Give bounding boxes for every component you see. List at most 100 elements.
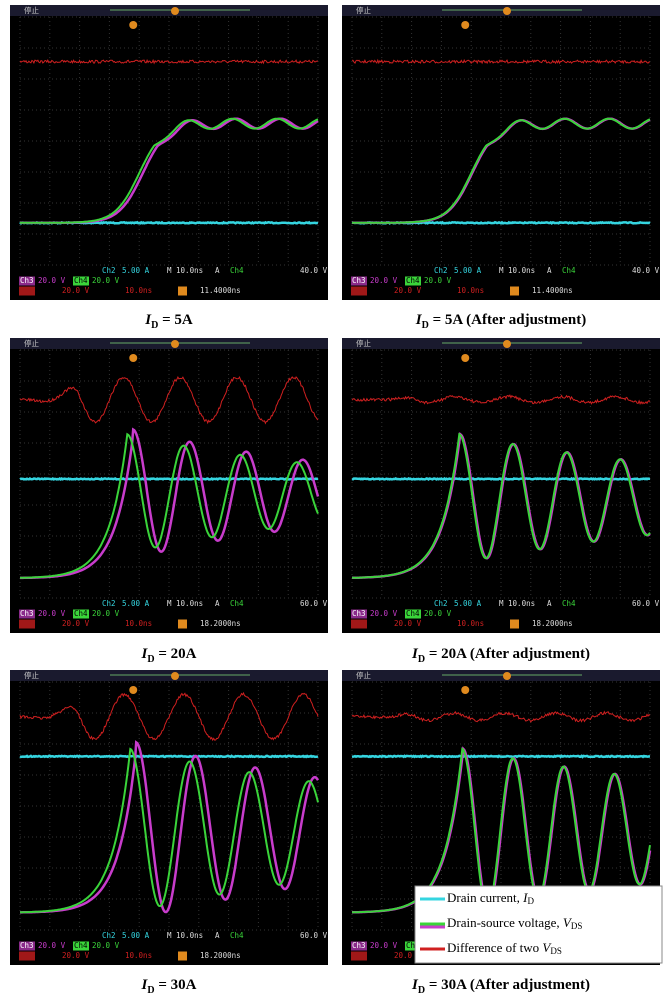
math-tag xyxy=(19,952,35,961)
trigger-channel: Ch4 xyxy=(562,599,576,608)
ch4-label: Ch4 xyxy=(74,609,88,618)
ch4-label: Ch4 xyxy=(74,941,88,950)
drain-current-trace xyxy=(352,756,650,757)
horizontal-position: 18.2000ns xyxy=(200,619,241,628)
status-text: 停止 xyxy=(356,670,371,680)
panel-caption: ID = 5A (After adjustment) xyxy=(336,312,665,331)
status-text: 停止 xyxy=(24,5,39,15)
caption-subscript: D xyxy=(422,320,429,331)
math-tag xyxy=(351,952,367,961)
drain-current-trace xyxy=(352,479,650,480)
position-tag xyxy=(510,620,519,629)
horizontal-position: 11.4000ns xyxy=(532,286,573,295)
ch2-scale: 5.00 A xyxy=(122,931,150,940)
caption-text: = 20A xyxy=(155,646,197,662)
ch2-label: Ch2 xyxy=(102,931,116,940)
math-scale: 20.0 V xyxy=(62,619,90,628)
ch3-label: Ch3 xyxy=(352,941,366,950)
ch3-scale: 20.0 V xyxy=(38,609,66,618)
ch2-scale: 5.00 A xyxy=(454,599,482,608)
trigger-level: 40.0 V xyxy=(300,266,328,275)
trigger-marker xyxy=(503,672,511,680)
ch4-scale: 20.0 V xyxy=(92,276,120,285)
legend-text: Difference of two xyxy=(447,940,542,955)
legend-entry: Difference of two VDS xyxy=(447,940,562,956)
status-text: 停止 xyxy=(24,338,39,348)
trigger-marker xyxy=(503,340,511,348)
trigger-channel: Ch4 xyxy=(230,266,244,275)
caption-subscript: D xyxy=(418,654,425,665)
legend-text: Drain-source voltage, xyxy=(447,915,563,930)
position-tag xyxy=(510,287,519,296)
math-tag xyxy=(19,287,35,296)
caption-text: = 30A (After adjustment) xyxy=(425,977,590,993)
ch3-scale: 20.0 V xyxy=(370,941,398,950)
status-text: 停止 xyxy=(24,670,39,680)
position-tag xyxy=(178,620,187,629)
caption-subscript: D xyxy=(418,985,425,996)
math-scale: 20.0 V xyxy=(394,286,422,295)
trigger-marker xyxy=(171,340,179,348)
ch3-scale: 20.0 V xyxy=(370,609,398,618)
figure: 停止Ch25.00 AM 10.0nsACh440.0 VCh320.0 VCh… xyxy=(0,0,665,1001)
drain-current-trace xyxy=(20,756,318,757)
ch2-scale: 5.00 A xyxy=(122,599,150,608)
ch2-scale: 5.00 A xyxy=(454,266,482,275)
drain-current-trace xyxy=(20,479,318,480)
position-marker xyxy=(461,21,469,29)
trigger-level: 40.0 V xyxy=(632,266,660,275)
timebase: M 10.0ns xyxy=(499,599,535,608)
math-time: 10.0ns xyxy=(457,286,484,295)
trigger-mode: A xyxy=(215,931,220,940)
ch2-label: Ch2 xyxy=(102,599,116,608)
ch3-label: Ch3 xyxy=(20,276,34,285)
trigger-mode: A xyxy=(215,599,220,608)
caption-text: = 5A (After adjustment) xyxy=(429,312,586,328)
legend-entry: Drain current, ID xyxy=(447,890,535,906)
timebase: M 10.0ns xyxy=(167,931,203,940)
math-tag xyxy=(351,287,367,296)
math-time: 10.0ns xyxy=(125,951,152,960)
math-scale: 20.0 V xyxy=(394,619,422,628)
ch4-scale: 20.0 V xyxy=(424,276,452,285)
ch4-label: Ch4 xyxy=(406,609,420,618)
status-text: 停止 xyxy=(356,5,371,15)
position-marker xyxy=(461,354,469,362)
trigger-level: 60.0 V xyxy=(632,599,660,608)
panel-caption: ID = 5A xyxy=(4,312,334,331)
math-tag xyxy=(351,620,367,629)
panel-caption: ID = 20A (After adjustment) xyxy=(336,646,665,665)
ch2-label: Ch2 xyxy=(434,599,448,608)
position-marker xyxy=(129,21,137,29)
ch3-label: Ch3 xyxy=(352,609,366,618)
trigger-level: 60.0 V xyxy=(300,931,328,940)
position-tag xyxy=(178,952,187,961)
panel-caption: ID = 20A xyxy=(4,646,334,665)
math-time: 10.0ns xyxy=(125,619,152,628)
math-scale: 20.0 V xyxy=(62,286,90,295)
caption-text: = 30A xyxy=(155,977,197,993)
ch3-label: Ch3 xyxy=(352,276,366,285)
ch2-scale: 5.00 A xyxy=(122,266,150,275)
ch4-label: Ch4 xyxy=(74,276,88,285)
timebase: M 10.0ns xyxy=(167,266,203,275)
trigger-channel: Ch4 xyxy=(562,266,576,275)
trigger-level: 60.0 V xyxy=(300,599,328,608)
trigger-mode: A xyxy=(547,599,552,608)
trigger-channel: Ch4 xyxy=(230,599,244,608)
ch2-label: Ch2 xyxy=(102,266,116,275)
caption-text: = 5A xyxy=(158,312,192,328)
caption-text: = 20A (After adjustment) xyxy=(425,646,590,662)
scope-figure: 停止Ch25.00 AM 10.0nsACh440.0 VCh320.0 VCh… xyxy=(0,0,665,1001)
position-marker xyxy=(461,686,469,694)
math-time: 10.0ns xyxy=(125,286,152,295)
position-marker xyxy=(129,354,137,362)
panel-caption: ID = 30A (After adjustment) xyxy=(336,977,665,996)
trigger-marker xyxy=(171,672,179,680)
